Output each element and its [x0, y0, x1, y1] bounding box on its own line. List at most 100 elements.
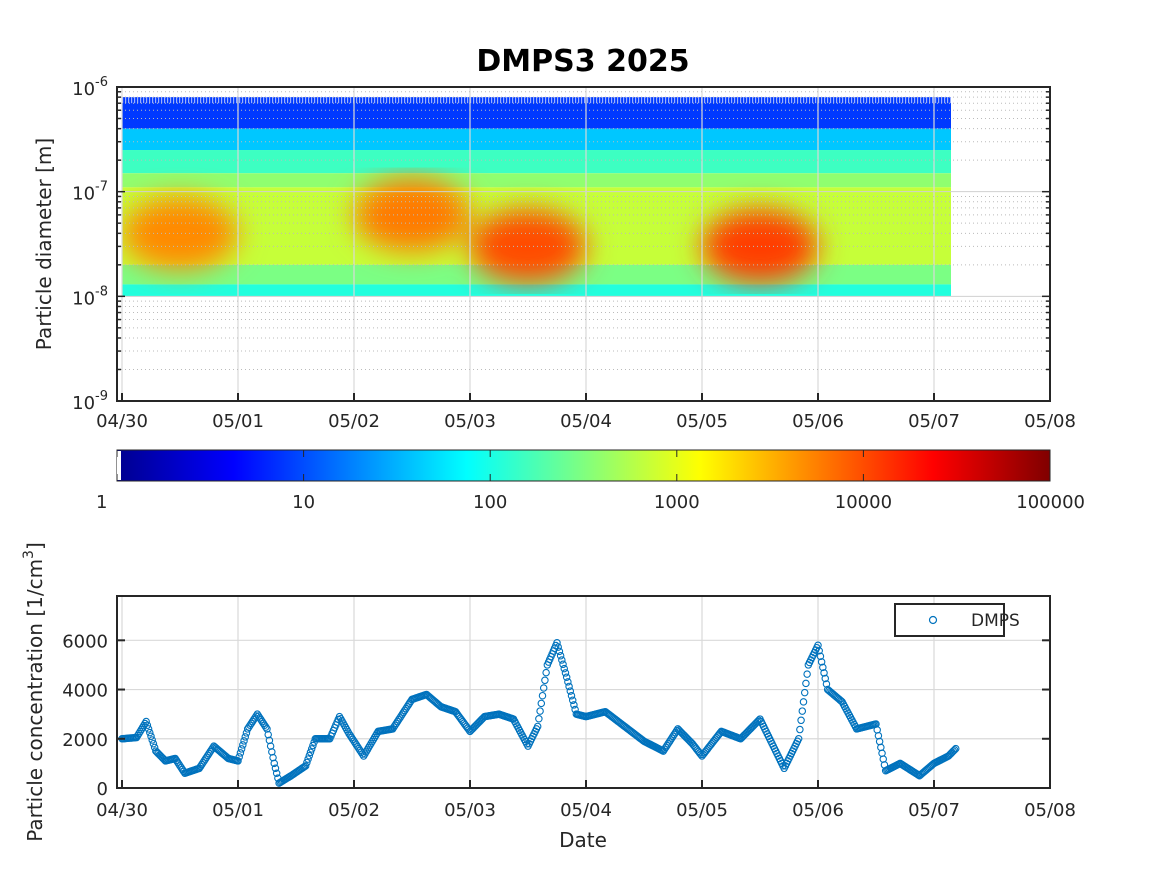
data-point — [201, 755, 210, 763]
heatmap-column — [653, 97, 655, 104]
data-point — [661, 743, 670, 752]
data-point — [357, 748, 365, 757]
data-point — [262, 723, 270, 731]
data-point — [669, 732, 677, 741]
data-point — [271, 764, 280, 773]
heatmap-column — [200, 97, 202, 104]
data-point — [390, 723, 398, 731]
heatmap-column — [596, 97, 598, 104]
data-point — [172, 756, 181, 765]
heatmap-column — [413, 97, 415, 104]
heatmap-column — [785, 97, 787, 104]
heatmap-column — [686, 97, 688, 104]
heatmap-column — [881, 97, 883, 104]
heatmap-column — [710, 97, 712, 104]
heatmap-column — [872, 97, 874, 104]
heatmap-column — [794, 97, 796, 104]
heatmap-column — [260, 97, 262, 104]
heatmap-column — [170, 97, 172, 104]
data-point — [300, 762, 309, 771]
colorbar-tick-labels: 1 10 100 1000 10000 100000 — [96, 492, 1085, 513]
heatmap-column — [224, 97, 226, 104]
heatmap-column — [326, 97, 328, 104]
data-point — [344, 727, 352, 736]
heatmap-column — [278, 97, 280, 104]
data-point — [205, 749, 213, 758]
heatmap-y-tick-labels: 10-9 10-8 10-7 10-6 — [72, 75, 108, 414]
data-point — [260, 721, 269, 729]
heatmap-column — [617, 97, 619, 104]
heatmap-column — [359, 97, 361, 104]
heatmap-column — [845, 97, 847, 104]
data-point — [351, 739, 359, 747]
data-point — [206, 747, 214, 756]
heatmap-column — [500, 97, 502, 104]
heatmap-column — [773, 97, 775, 104]
heatmap-column — [536, 97, 538, 104]
heatmap-column — [458, 97, 460, 104]
concentration-x-axis-label: Date — [559, 828, 607, 852]
heatmap-y-axis-label: Particle diameter [m] — [32, 138, 56, 350]
heatmap-column — [440, 97, 442, 104]
data-point — [926, 762, 935, 771]
heatmap-column — [632, 97, 634, 104]
heatmap-column — [431, 97, 433, 104]
heatmap-column — [662, 97, 664, 104]
heatmap-column — [731, 97, 733, 104]
heatmap-column — [824, 97, 826, 104]
data-point — [877, 743, 885, 752]
data-point — [562, 673, 571, 681]
heatmap-column — [803, 97, 805, 104]
heatmap-column — [230, 97, 232, 104]
data-point — [800, 688, 809, 697]
heatmap-column — [155, 97, 157, 104]
data-point — [568, 696, 577, 705]
heatmap-column — [755, 97, 757, 104]
heatmap-column — [713, 97, 715, 104]
data-point — [665, 738, 674, 746]
heatmap-column — [482, 97, 484, 104]
heatmap-column — [215, 97, 217, 104]
heatmap-column — [257, 97, 259, 104]
heatmap-column — [503, 97, 505, 104]
heatmap-column — [311, 97, 313, 104]
heatmap-column — [491, 97, 493, 104]
heatmap-column — [722, 97, 724, 104]
heatmap-column — [830, 97, 832, 104]
heatmap-column — [575, 97, 577, 104]
heatmap-column — [944, 97, 946, 104]
heatmap-column — [512, 97, 514, 104]
data-point — [177, 763, 185, 772]
heatmap-column — [836, 97, 838, 104]
heatmap-column — [248, 97, 250, 104]
heatmap-column — [377, 97, 379, 104]
heatmap-column — [605, 97, 607, 104]
heatmap-band — [122, 150, 951, 174]
heatmap-column — [371, 97, 373, 104]
heatmap-column — [623, 97, 625, 104]
heatmap-column — [254, 97, 256, 104]
colorbar-tick-label: 100000 — [1016, 492, 1085, 513]
concentration-tick-marks — [117, 639, 1051, 789]
heatmap-column — [875, 97, 877, 104]
heatmap-column — [188, 97, 190, 104]
heatmap-column — [884, 97, 886, 104]
heatmap-column — [320, 97, 322, 104]
heatmap-column — [416, 97, 418, 104]
heatmap-column — [287, 97, 289, 104]
data-point — [660, 745, 669, 753]
heatmap-column — [593, 97, 595, 104]
data-point — [200, 757, 208, 765]
heatmap-column — [203, 97, 205, 104]
heatmap-column — [422, 97, 424, 104]
heatmap-column — [911, 97, 913, 104]
heatmap-column — [533, 97, 535, 104]
heatmap-column — [464, 97, 466, 104]
data-point — [796, 725, 804, 734]
data-point — [355, 744, 363, 753]
heatmap-column — [209, 97, 211, 104]
heatmap-column — [599, 97, 601, 104]
data-point — [253, 710, 262, 718]
data-point — [815, 647, 823, 655]
heatmap-column — [590, 97, 592, 104]
